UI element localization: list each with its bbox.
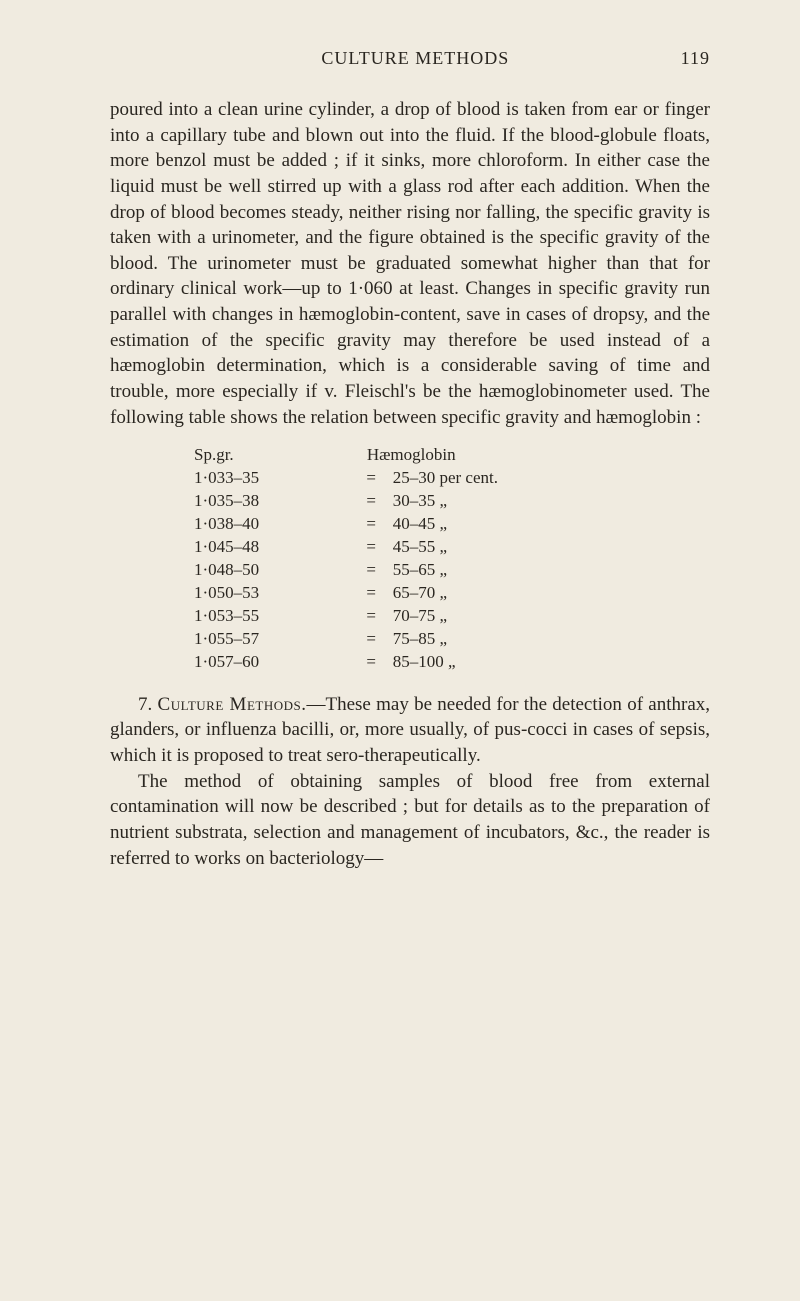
- cell-eq: =: [350, 582, 393, 605]
- cell-spgr: 1·033–35: [194, 467, 350, 490]
- header-title: CULTURE METHODS: [150, 48, 681, 69]
- cell-eq: =: [350, 628, 393, 651]
- col-header-hb: Hæmoglobin: [367, 444, 626, 467]
- section-number: 7.: [138, 694, 158, 715]
- table-row: 1·033–35 = 25–30 per cent.: [194, 467, 626, 490]
- table-row: 1·057–60 = 85–100 „: [194, 651, 626, 674]
- table-row: 1·053–55 = 70–75 „: [194, 605, 626, 628]
- running-header: CULTURE METHODS 119: [110, 48, 710, 69]
- cell-hb: 45–55 „: [393, 536, 626, 559]
- header-spacer: [110, 48, 150, 69]
- table-row: 1·048–50 = 55–65 „: [194, 559, 626, 582]
- cell-hb: 30–35 „: [393, 490, 626, 513]
- sp-gr-hb-table: Sp.gr. Hæmoglobin 1·033–35 = 25–30 per c…: [194, 444, 626, 673]
- cell-spgr: 1·048–50: [194, 559, 350, 582]
- cell-hb: 40–45 „: [393, 513, 626, 536]
- section-heading: Culture Methods.: [158, 694, 307, 715]
- cell-hb: 65–70 „: [393, 582, 626, 605]
- cell-eq: =: [350, 467, 393, 490]
- cell-spgr: 1·035–38: [194, 490, 350, 513]
- cell-hb: 75–85 „: [393, 628, 626, 651]
- table-row: 1·050–53 = 65–70 „: [194, 582, 626, 605]
- cell-spgr: 1·045–48: [194, 536, 350, 559]
- cell-eq: =: [350, 651, 393, 674]
- cell-hb: 25–30 per cent.: [393, 467, 626, 490]
- table-row: 1·045–48 = 45–55 „: [194, 536, 626, 559]
- cell-hb: 70–75 „: [393, 605, 626, 628]
- cell-eq: =: [350, 605, 393, 628]
- table-row: 1·055–57 = 75–85 „: [194, 628, 626, 651]
- cell-hb: 55–65 „: [393, 559, 626, 582]
- paragraph-3: The method of obtaining samples of blood…: [110, 769, 710, 872]
- cell-spgr: 1·053–55: [194, 605, 350, 628]
- cell-hb: 85–100 „: [393, 651, 626, 674]
- section-7: 7. Culture Methods.—These may be needed …: [110, 692, 710, 769]
- paragraph-1: poured into a clean urine cylinder, a dr…: [110, 97, 710, 430]
- table-row: 1·035–38 = 30–35 „: [194, 490, 626, 513]
- cell-eq: =: [350, 559, 393, 582]
- table-header: Sp.gr. Hæmoglobin: [194, 444, 626, 467]
- cell-spgr: 1·038–40: [194, 513, 350, 536]
- cell-spgr: 1·050–53: [194, 582, 350, 605]
- cell-eq: =: [350, 536, 393, 559]
- col-header-spgr: Sp.gr.: [194, 444, 350, 467]
- cell-spgr: 1·057–60: [194, 651, 350, 674]
- cell-eq: =: [350, 513, 393, 536]
- table-row: 1·038–40 = 40–45 „: [194, 513, 626, 536]
- cell-eq: =: [350, 490, 393, 513]
- page-number: 119: [681, 48, 710, 69]
- page-container: CULTURE METHODS 119 poured into a clean …: [0, 0, 800, 931]
- cell-spgr: 1·055–57: [194, 628, 350, 651]
